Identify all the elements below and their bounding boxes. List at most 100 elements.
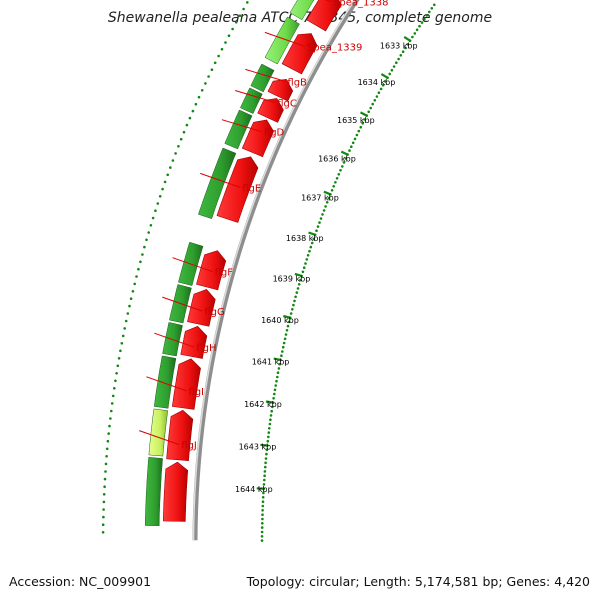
ruler-dot — [318, 221, 321, 224]
gene-label[interactable]: flgB — [287, 77, 307, 88]
gene-label[interactable]: flgE — [242, 183, 261, 194]
ruler-dot — [312, 237, 316, 241]
ruler-dot — [277, 367, 281, 370]
reverse-gene-block[interactable] — [257, 98, 284, 123]
gene-label[interactable]: flgC — [277, 99, 297, 110]
gene-leader-line — [139, 430, 180, 446]
outer-ring-dot — [123, 327, 126, 330]
forward-gene-block[interactable] — [144, 457, 163, 526]
forward-gene-block[interactable] — [240, 87, 263, 114]
gene-leader-line — [221, 119, 263, 133]
ruler-dot — [430, 7, 434, 10]
outer-ring-dot — [104, 470, 107, 473]
gene-label[interactable]: Spea_1338 — [333, 0, 388, 9]
ruler-dot — [415, 28, 419, 32]
ruler-dot — [433, 3, 436, 7]
reverse-gene-block[interactable] — [241, 119, 274, 158]
gene-label[interactable]: flgG — [204, 307, 224, 318]
ruler-dot — [342, 161, 346, 164]
ruler-tick-label: 1641 kbp — [252, 358, 290, 367]
outer-ring-dot — [116, 364, 120, 368]
ruler-dot — [411, 35, 414, 39]
outer-ring-dot — [204, 82, 207, 85]
forward-gene-block[interactable] — [224, 109, 253, 150]
ruler-dot — [309, 245, 313, 249]
ruler-dot — [406, 43, 410, 46]
ruler-dot — [270, 409, 274, 413]
gene-label[interactable]: flgF — [215, 268, 234, 279]
outer-ring-dot — [129, 297, 133, 301]
reverse-gene-block[interactable] — [281, 33, 318, 75]
ruler-dot — [337, 173, 341, 176]
ruler-dot — [299, 278, 302, 282]
ruler-dot — [262, 491, 265, 495]
ruler-dot — [399, 54, 403, 57]
outer-ring-dot — [158, 195, 162, 198]
ruler-dot — [308, 249, 311, 253]
ruler-dot — [272, 397, 275, 400]
ruler-tick-label: 1642 kbp — [244, 400, 282, 409]
reverse-gene-block[interactable] — [162, 461, 189, 522]
reverse-gene-block[interactable] — [166, 409, 194, 462]
outer-ring-dot — [182, 130, 186, 134]
backbone-arc-highlight — [192, 0, 356, 541]
gene-label[interactable]: flgH — [196, 343, 216, 354]
outer-ring-dot — [102, 493, 106, 496]
ruler-dot — [357, 129, 361, 133]
ruler-dot — [285, 329, 289, 332]
ruler-dot — [297, 283, 301, 286]
ruler-dot — [260, 539, 264, 542]
ruler-dot — [276, 375, 279, 379]
ruler-dot — [384, 80, 387, 83]
reverse-gene-block[interactable] — [187, 289, 216, 327]
ruler-dot — [335, 177, 339, 180]
ruler-dot — [267, 431, 271, 434]
ruler-tick — [283, 314, 292, 320]
gene-label[interactable]: flgD — [264, 128, 285, 139]
outer-ring-dot — [102, 515, 105, 519]
ruler-dot — [319, 217, 323, 220]
forward-gene-block[interactable] — [250, 63, 275, 93]
outer-ring-dot — [106, 439, 110, 443]
ruler-dot — [284, 333, 288, 336]
gene-label[interactable]: flgJ — [181, 441, 197, 452]
ruler-tick — [403, 35, 412, 43]
forward-gene-block[interactable] — [153, 355, 177, 409]
ruler-tick-label: 1644 kbp — [235, 485, 273, 494]
forward-gene-block[interactable] — [148, 408, 168, 457]
outer-ring-dot — [217, 54, 220, 58]
outer-ring-dot — [110, 402, 114, 405]
ruler-dot — [278, 362, 282, 366]
gene-label[interactable]: flgI — [188, 387, 204, 398]
outer-ring-dot — [169, 166, 172, 169]
gene-label[interactable]: Spea_1339 — [307, 42, 362, 53]
outer-ring-dot — [174, 152, 177, 155]
ruler-tick-label: 1643 kbp — [239, 443, 277, 452]
reverse-gene-block[interactable] — [216, 156, 259, 223]
reverse-gene-block[interactable] — [267, 78, 294, 102]
ruler-dot — [377, 91, 381, 94]
outer-ring-dot — [207, 75, 210, 78]
ruler-dot — [293, 299, 296, 303]
ruler-dot — [324, 205, 327, 208]
ruler-dot — [316, 225, 320, 228]
reverse-gene-block[interactable] — [306, 0, 342, 32]
reverse-gene-block[interactable] — [171, 358, 201, 410]
ruler-dot — [265, 452, 268, 456]
ruler-dot — [281, 345, 285, 349]
ruler-dot — [264, 465, 267, 469]
outer-ring-dot — [121, 334, 125, 338]
forward-gene-block[interactable] — [264, 16, 300, 65]
ruler-dot — [363, 118, 367, 121]
outer-ring-dot — [105, 447, 109, 451]
reverse-gene-block[interactable] — [196, 250, 227, 291]
ruler-dot — [266, 439, 270, 443]
forward-gene-block[interactable] — [198, 147, 237, 220]
ruler-dot — [401, 50, 405, 53]
outer-ring-dot — [119, 349, 122, 353]
forward-gene-block[interactable] — [289, 0, 324, 21]
outer-ring-dot — [135, 275, 138, 278]
reverse-gene-block[interactable] — [180, 325, 208, 359]
outer-ring-dot — [137, 267, 140, 271]
